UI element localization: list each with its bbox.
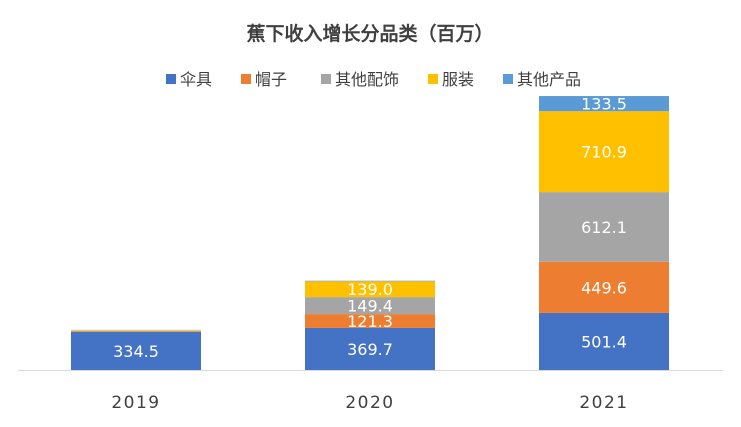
legend-swatch (321, 74, 331, 84)
legend-swatch (241, 74, 251, 84)
bar-value-label: 369.7 (347, 340, 393, 359)
bar-value-label: 710.9 (581, 143, 627, 162)
bar-value-label: 501.4 (581, 332, 627, 351)
x-tick-label: 2019 (111, 393, 160, 413)
bar-segment (539, 96, 669, 112)
bar-value-label: 139.0 (347, 280, 393, 299)
bar-segment (71, 330, 201, 332)
bar-segment (71, 330, 201, 331)
bar-segment (71, 331, 201, 332)
bar-segment (305, 297, 435, 315)
bar-segment (539, 261, 669, 313)
bar-value-label: 612.1 (581, 218, 627, 237)
legend: 伞具 帽子 其他配饰 服装 其他产品 (166, 70, 581, 89)
x-tick-label: 2020 (345, 393, 394, 413)
bar-segment (305, 327, 435, 370)
chart-title: 蕉下收入增长分品类（百万） (246, 22, 493, 45)
legend-label: 服装 (442, 70, 474, 89)
legend-swatch (428, 74, 438, 84)
bar-segment (305, 280, 435, 282)
bar-value-label: 133.5 (581, 95, 627, 114)
bar-segment (71, 331, 201, 370)
bar-segment (539, 312, 669, 370)
legend-label: 其他产品 (517, 70, 581, 89)
bar-value-label: 149.4 (347, 297, 393, 316)
bar-value-label: 334.5 (113, 342, 159, 361)
legend-label: 其他配饰 (335, 70, 399, 89)
legend-label: 帽子 (255, 70, 287, 89)
bar-segment (539, 192, 669, 262)
legend-label: 伞具 (180, 70, 212, 89)
bar-segment (539, 111, 669, 193)
legend-swatch (166, 74, 176, 84)
bar-value-label: 121.3 (347, 312, 393, 331)
x-tick-labels: 2019 2020 2021 (111, 393, 628, 413)
x-tick-label: 2021 (579, 393, 628, 413)
bar-segment (305, 281, 435, 298)
bar-segment (305, 314, 435, 328)
bar-value-label: 449.6 (581, 278, 627, 297)
legend-swatch (503, 74, 513, 84)
